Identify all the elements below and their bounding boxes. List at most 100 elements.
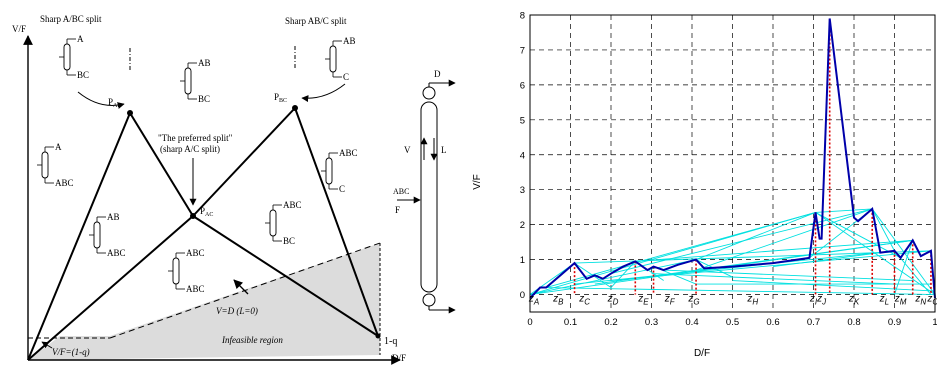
- vmin-triangle: [27, 107, 379, 361]
- y-tick-label: 1: [520, 255, 525, 266]
- mini-column-top-label: A: [77, 34, 84, 44]
- split-line: [651, 273, 895, 285]
- split-line: [894, 240, 914, 295]
- mini-column-bottom-label: ABC: [186, 284, 205, 294]
- point-end: [375, 333, 381, 339]
- mini-column-top-label: AB: [198, 58, 211, 68]
- zone-label: zN: [914, 294, 926, 307]
- mini-column-top-label: AB: [343, 36, 356, 46]
- split-line: [529, 259, 697, 295]
- mini-column: AB C: [325, 36, 356, 82]
- vmin-chart-svg: 0 0.1 0.2 0.3 0.4 0.5 0.6 0.7 0.8 0.9 1 0 1 2 3 4 5 6 7 8 z…: [472, 11, 937, 360]
- split-line: [546, 287, 936, 295]
- mini-column-bottom-label: ABC: [55, 178, 74, 188]
- mini-column: ABC BC: [265, 200, 302, 246]
- chart-ylabel: V/F: [472, 174, 483, 190]
- column-sketch: D V L ABC F: [393, 69, 456, 314]
- split-line: [772, 250, 895, 268]
- x-axis-label: D/F: [392, 353, 406, 363]
- x-tick-label: 0.2: [604, 317, 617, 328]
- mini-column-bottom-label: C: [343, 72, 349, 82]
- x-tick-label: 0.1: [564, 317, 577, 328]
- split-line: [815, 208, 873, 213]
- mini-column-bottom-label: ABC: [107, 248, 126, 258]
- y-tick-label: 8: [520, 11, 525, 22]
- column-l-label: L: [441, 145, 447, 155]
- y-tick-label: 0: [520, 290, 525, 301]
- x-tick-label: 0.5: [726, 317, 739, 328]
- vmin-diagram: V/F D/F 1-q PAB PBC PAC Sharp A/BC split…: [0, 0, 465, 365]
- x-end-label: 1-q: [384, 336, 397, 347]
- split-line: [610, 208, 873, 275]
- y-axis-label: V/F: [12, 24, 26, 34]
- mini-column-top-label: ABC: [186, 248, 205, 258]
- zone-label: zG: [687, 294, 699, 307]
- x-tick-label: 0.8: [847, 317, 860, 328]
- split-line: [574, 250, 895, 285]
- zone-label: zI: [809, 294, 818, 307]
- split-line: [546, 211, 816, 288]
- min-reflux-label: V/F=(1-q): [52, 347, 90, 357]
- column-feed-label: ABC: [393, 187, 409, 196]
- pab-label: PAB: [108, 97, 121, 109]
- mini-column: ABC ABC: [168, 248, 205, 294]
- y-tick-label: 7: [520, 45, 525, 56]
- vmin-envelope-line: [529, 18, 936, 299]
- vmin-diagram-svg: V/F D/F 1-q PAB PBC PAC Sharp A/BC split…: [12, 14, 456, 365]
- infeasible-region: [28, 243, 380, 360]
- pbc-label: PBC: [274, 92, 287, 104]
- x-tick-label: 0.6: [766, 317, 779, 328]
- column-top-label: D: [434, 69, 441, 79]
- zone-label: zL: [879, 294, 889, 307]
- split-line: [663, 269, 913, 282]
- split-line: [695, 208, 873, 271]
- y-tick-label: 3: [520, 185, 525, 196]
- zone-label: zA: [528, 294, 539, 307]
- zone-label: zO: [926, 294, 937, 307]
- zone-label: zJ: [816, 294, 827, 307]
- column-v-label: V: [404, 145, 411, 155]
- mini-column: A ABC: [37, 142, 74, 188]
- mini-column: AB BC: [180, 58, 211, 104]
- preferred-split-sub: (sharp A/C split): [160, 144, 220, 154]
- zone-label: zE: [637, 294, 649, 307]
- x-tick-label: 0: [527, 317, 532, 328]
- x-tick-label: 0.4: [685, 317, 698, 328]
- x-tick-label: 1: [932, 317, 937, 328]
- x-tick-label: 0.9: [888, 317, 901, 328]
- sharp-a-bc-label: Sharp A/BC split: [40, 14, 102, 24]
- zone-label: zM: [894, 294, 907, 307]
- zone-label: zH: [746, 294, 758, 307]
- pac-label: PAC: [200, 206, 213, 218]
- zone-label: zF: [664, 294, 676, 307]
- mini-column-top-label: ABC: [339, 148, 358, 158]
- zone-label: zK: [848, 294, 860, 307]
- mini-column-top-label: ABC: [283, 200, 302, 210]
- plot-frame: [529, 14, 936, 313]
- split-line: [695, 211, 816, 261]
- zone-label: zD: [607, 294, 619, 307]
- mini-column-top-label: A: [55, 142, 62, 152]
- y-tick-label: 4: [520, 150, 525, 161]
- mini-column: AB ABC: [89, 212, 126, 258]
- column-f-label: F: [395, 205, 400, 215]
- mini-column: ABC: [59, 34, 89, 80]
- split-line: [610, 261, 636, 288]
- mini-column: ABC C: [321, 148, 358, 194]
- zone-label: zC: [578, 294, 590, 307]
- mini-column-bottom-label: BC: [283, 236, 295, 246]
- y-tick-label: 5: [520, 115, 525, 126]
- infeasible-region-label: Infeasible region: [221, 335, 283, 345]
- y-tick-label: 2: [520, 220, 525, 231]
- chart-xlabel: D/F: [694, 348, 710, 359]
- split-line: [732, 280, 936, 292]
- point-pab: [127, 110, 133, 116]
- x-tick-label: 0.7: [807, 317, 820, 328]
- mini-column-top-label: AB: [107, 212, 120, 222]
- vmin-chart: 0 0.1 0.2 0.3 0.4 0.5 0.6 0.7 0.8 0.9 1 0 1 2 3 4 5 6 7 8 z…: [470, 0, 937, 365]
- point-pac: [190, 213, 196, 219]
- zone-label: zB: [552, 294, 564, 307]
- split-line: [635, 239, 913, 262]
- mini-column-bottom-label: BC: [198, 94, 210, 104]
